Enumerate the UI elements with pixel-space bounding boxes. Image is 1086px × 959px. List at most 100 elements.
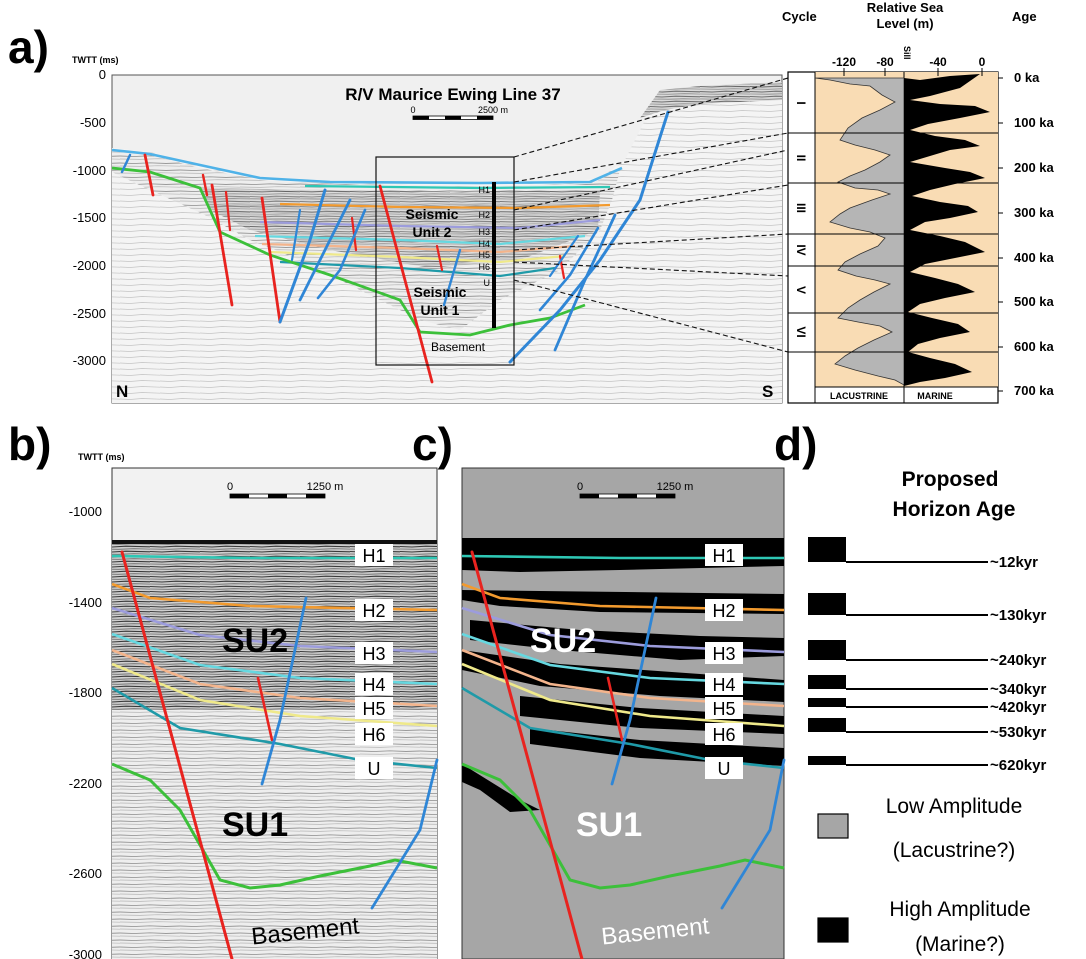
panel-b-horizon-label: H3 xyxy=(362,644,385,664)
legend-low-2: (Lacustrine?) xyxy=(893,839,1016,862)
panel-b-su1-label: SU1 xyxy=(222,806,288,844)
panel-b-y-tick: -1000 xyxy=(69,504,102,519)
panel-a-y-axis: 0 -500 -1000 -1500 -2000 -2500 -3000 xyxy=(73,67,106,368)
age-label: 0 ka xyxy=(1014,70,1040,85)
panel-d-letter: d) xyxy=(774,418,817,470)
cycle-label: III xyxy=(794,203,808,213)
panel-a-y-tick: -2000 xyxy=(73,258,106,273)
panel-a-basement-label: Basement xyxy=(431,340,486,354)
correlation-lines xyxy=(513,77,789,353)
panel-a-scale-end: 2500 m xyxy=(478,105,508,115)
panel-a-letter: a) xyxy=(8,21,49,73)
seismic-unit-1-label: Unit 1 xyxy=(421,302,460,318)
panel-c-scale-end: 1250 m xyxy=(657,481,694,493)
panel-c-horizon-label: H3 xyxy=(712,644,735,664)
panel-a-scale-zero: 0 xyxy=(410,105,415,115)
cycle-labels: I II III IV V VI xyxy=(794,101,808,337)
panel-a-scale-bar: 0 2500 m xyxy=(410,105,508,120)
horizon-age-label: ~420kyr xyxy=(990,699,1046,716)
panel-b-su2-label: SU2 xyxy=(222,622,288,660)
panel-b-horizon-label: H6 xyxy=(362,725,385,745)
panel-a-unit-labels: Seismic Unit 2 Seismic Unit 1 xyxy=(406,206,467,318)
panel-b-horizon-label: U xyxy=(368,759,381,779)
panel-a-horizon-label: H4 xyxy=(478,239,490,249)
sea-level-x-ticks: -120 -80 -40 0 xyxy=(832,55,986,69)
panel-c-horizon-label: H1 xyxy=(712,546,735,566)
cycle-label: II xyxy=(794,155,808,162)
panel-a-y-tick: 0 xyxy=(99,67,106,82)
panel-a: a) TWTT (ms) 0 -500 -1000 -1500 -2000 -2… xyxy=(8,21,789,404)
panel-c-horizon-label: H4 xyxy=(712,675,735,695)
panel-c-horizon-label: H5 xyxy=(712,699,735,719)
sea-level-x-tickmarks xyxy=(843,68,983,76)
panel-a-north-label: N xyxy=(116,382,128,401)
marine-label: MARINE xyxy=(917,391,953,401)
seismic-unit-2-label: Seismic xyxy=(406,206,459,222)
cycle-label: I xyxy=(794,101,808,104)
panel-a-y-tick: -500 xyxy=(80,115,106,130)
horizon-age-blocks xyxy=(808,537,988,766)
panel-b-horizon-label: H2 xyxy=(362,601,385,621)
panel-c-horizon-label: U xyxy=(718,759,731,779)
col-rsl-2: Level (m) xyxy=(876,16,933,31)
panel-a-y-tick: -3000 xyxy=(73,353,106,368)
horizon-age-label: ~240kyr xyxy=(990,652,1046,669)
col-rsl-1: Relative Sea xyxy=(867,0,944,15)
panel-c-letter: c) xyxy=(412,418,453,470)
panel-c-horizon-label: H6 xyxy=(712,725,735,745)
horizon-age-labels: ~12kyr ~130kyr ~240kyr ~340kyr ~420kyr ~… xyxy=(990,554,1046,774)
panel-b-y-tick: -3000 xyxy=(69,947,102,959)
legend-high-2: (Marine?) xyxy=(915,933,1005,956)
sea-level-panel: Cycle Relative Sea Level (m) Age -120 -8… xyxy=(782,0,1055,404)
panel-a-horizon-label: H2 xyxy=(478,210,490,220)
panel-a-horizon-label: U xyxy=(484,278,491,288)
col-cycle: Cycle xyxy=(782,9,817,24)
panel-a-y-tick: -1500 xyxy=(73,210,106,225)
panel-b-horizon-label: H1 xyxy=(362,546,385,566)
panel-b-scale-zero: 0 xyxy=(227,481,233,493)
sea-level-x-tick: -80 xyxy=(876,55,894,69)
cycle-label: IV xyxy=(794,244,808,255)
panel-d-title-2: Horizon Age xyxy=(893,498,1016,521)
col-age: Age xyxy=(1012,9,1037,24)
panel-c-scale-bar: 0 1250 m xyxy=(577,481,694,499)
panel-b-horizon-labels: H1 H2 H3 H4 H5 H6 U xyxy=(355,544,393,779)
panel-c-faults xyxy=(470,550,786,959)
panel-b-horizon-label: H4 xyxy=(362,675,385,695)
panel-a-y-tick: -2500 xyxy=(73,306,106,321)
panel-d: d) Proposed Horizon Age ~12kyr ~130kyr ~… xyxy=(774,418,1046,956)
legend: Low Amplitude (Lacustrine?) High Amplitu… xyxy=(817,795,1031,956)
panel-a-horizons xyxy=(111,148,623,337)
legend-low-swatch xyxy=(817,813,849,839)
legend-high-swatch xyxy=(817,917,849,943)
panel-a-axis-unit: TWTT (ms) xyxy=(72,55,119,65)
panel-a-y-tick: -1000 xyxy=(73,163,106,178)
cycle-label: VI xyxy=(794,326,808,337)
panel-b-faults xyxy=(120,550,439,959)
panel-b-y-tick: -1400 xyxy=(69,595,102,610)
legend-low-1: Low Amplitude xyxy=(886,795,1023,818)
panel-c-scale-zero: 0 xyxy=(577,481,583,493)
panel-b-letter: b) xyxy=(8,418,51,470)
age-labels: 0 ka 100 ka 200 ka 300 ka 400 ka 500 ka … xyxy=(998,70,1055,398)
sea-level-x-tick: -120 xyxy=(832,55,856,69)
panel-c: c) xyxy=(412,418,786,959)
age-label: 500 ka xyxy=(1014,294,1055,309)
panel-b-y-tick: -1800 xyxy=(69,685,102,700)
panel-a-inset-box xyxy=(375,156,515,366)
panel-b-y-tick: -2600 xyxy=(69,866,102,881)
horizon-age-label: ~130kyr xyxy=(990,607,1046,624)
panel-a-horizon-label: H3 xyxy=(478,227,490,237)
panel-b-horizon-label: H5 xyxy=(362,699,385,719)
sill-label: Sill xyxy=(902,46,912,60)
panel-a-horizon-label: H5 xyxy=(478,250,490,260)
legend-high-1: High Amplitude xyxy=(889,898,1030,921)
panel-b-axis-unit: TWTT (ms) xyxy=(78,452,125,462)
horizon-age-label: ~620kyr xyxy=(990,757,1046,774)
panel-c-su1-label: SU1 xyxy=(576,806,642,844)
seismic-unit-1-label: Seismic xyxy=(414,284,467,300)
horizon-age-label: ~12kyr xyxy=(990,554,1038,571)
panel-d-title-1: Proposed xyxy=(902,468,999,491)
sea-level-x-tick: -40 xyxy=(929,55,947,69)
cycle-label: V xyxy=(794,286,808,294)
